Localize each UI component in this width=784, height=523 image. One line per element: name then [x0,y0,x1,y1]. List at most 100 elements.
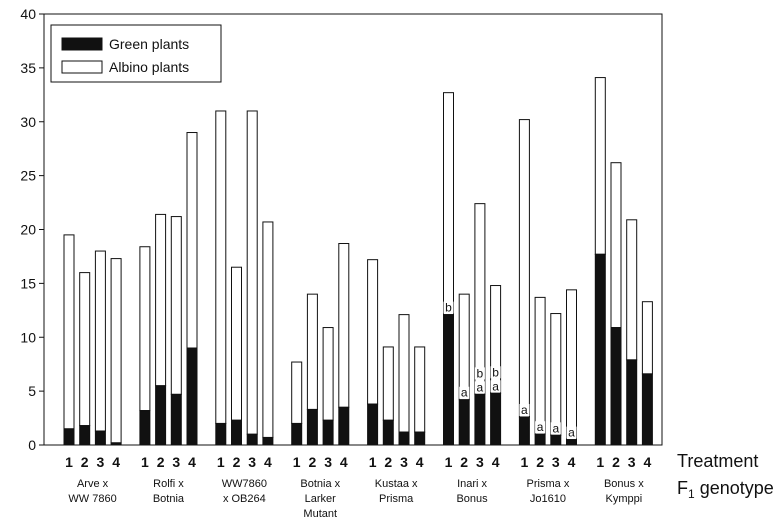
treatment-tick-label: 4 [644,454,652,470]
treatment-tick-label: 4 [264,454,272,470]
bar-annotation: a [461,386,468,400]
bar-albino [382,346,394,421]
bar-albino [63,234,75,430]
bar-green [306,408,318,446]
treatment-tick-label: 3 [476,454,484,470]
bar-albino [367,259,379,405]
annotation-bg [490,380,501,393]
bar-albino [186,132,198,349]
y-axis: 0 5 10 15 20 25 30 35 40 [20,6,44,453]
treatment-tick-label: 3 [324,454,332,470]
treatment-tick-label: 4 [112,454,120,470]
bar-green [566,439,577,446]
annotation-bg [519,403,530,416]
bar-green [322,419,334,446]
bar-green [231,419,242,446]
bar-albino [215,110,227,424]
bar-green [155,385,167,446]
bar-albino [322,327,334,421]
bar-green [610,327,622,446]
bar-green [291,422,303,446]
legend: Green plants Albino plants [50,24,222,83]
bar-green [338,406,350,446]
bar-albino [262,221,274,438]
treatment-tick-label: 2 [309,454,317,470]
annotation-bg [535,421,546,434]
bar-green [534,433,546,446]
bar-albino [398,314,410,433]
bar-albino [79,272,91,427]
bar-albino [291,361,303,424]
bar-albino [94,250,106,432]
genotype-label: WW7860 [222,478,267,490]
treatment-tick-label: 1 [293,454,301,470]
bar-albino [443,92,454,316]
treatment-tick-label: 4 [340,454,348,470]
y-tick-label: 10 [20,329,36,345]
treatment-tick-label: 2 [536,454,544,470]
treatment-tick-label: 1 [445,454,453,470]
bar-annotation: a [552,421,559,435]
treatment-tick-label: 2 [612,454,620,470]
y-tick-label: 35 [20,60,36,76]
genotype-label: Prisma x [527,478,570,490]
bar-albino [534,296,546,435]
treatment-tick-label: 4 [492,454,500,470]
y-tick-label: 25 [20,168,36,184]
bar-annotation: a [477,380,484,394]
bar-green [170,393,182,446]
bar-albino [458,293,470,401]
bar-green [443,314,454,446]
y-tick-label: 0 [28,437,36,453]
treatment-tick-label: 3 [628,454,636,470]
treatment-tick-label: 2 [384,454,392,470]
bar-green [94,430,106,446]
treatment-tick-label: 3 [97,454,105,470]
genotype-label: Mutant [303,508,337,520]
genotype-label: Botnia x [300,478,340,490]
bars [63,77,653,446]
bar-green [139,410,151,446]
bar-annotation: a [521,403,528,417]
bar-albino [231,266,242,421]
bar-green [63,428,75,446]
y-tick-label: 20 [20,222,36,238]
y-tick-label: 5 [28,383,36,399]
y-tick-label: 15 [20,275,36,291]
genotype-label: Larker [305,493,337,505]
treatment-row-label: Treatment [677,451,758,471]
annotation-bg [550,422,561,435]
bar-albino [610,162,622,329]
bar-annotation: a [492,379,499,393]
treatment-tick-label: 2 [157,454,165,470]
bar-green [186,347,198,446]
y-tick-label: 40 [20,6,36,22]
bar-albino [518,119,530,418]
treatment-tick-label: 1 [65,454,73,470]
genotype-label: Kustaa x [375,478,418,490]
genotype-label: Rolfi x [153,478,184,490]
bar-green [110,442,122,446]
genotype-label: Bonus [456,493,488,505]
treatment-tick-label: 4 [416,454,424,470]
bar-green [594,253,606,446]
bar-green [474,393,486,446]
genotype-label: Botnia [153,493,185,505]
bar-green [79,425,91,446]
bar-annotation: a [537,420,544,434]
legend-swatch-albino [61,60,103,74]
bar-albino [246,110,258,435]
treatment-tick-label: 3 [172,454,180,470]
bar-green [490,392,502,446]
genotype-label: Jo1610 [530,493,566,505]
legend-label-albino: Albino plants [109,59,189,75]
annotation-bg [459,386,470,399]
treatment-tick-label: 3 [248,454,256,470]
genotype-label: Prisma [379,493,414,505]
bar-green [262,436,274,446]
annotation-bg [474,381,485,394]
treatment-tick-label: 3 [552,454,560,470]
